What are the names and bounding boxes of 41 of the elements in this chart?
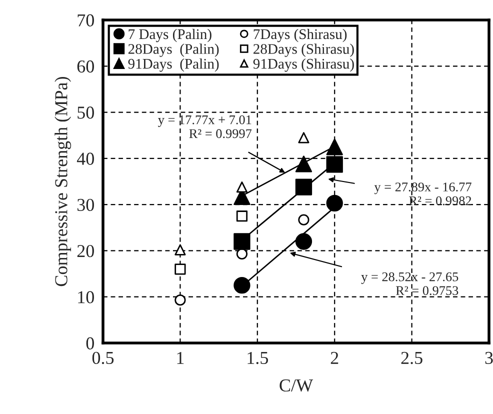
y-axis-title: Compressive Strength (MPa) [54, 76, 72, 286]
point [174, 294, 186, 306]
point [326, 138, 343, 156]
legend-label: 7 Days (Palin) [128, 28, 212, 42]
point [174, 264, 186, 275]
point [298, 132, 310, 144]
x-tick-label: 0.5 [92, 352, 114, 364]
y-tick-label: 70 [78, 14, 94, 26]
point [295, 178, 312, 196]
y-tick-label: 60 [77, 60, 94, 73]
y-tick-label: 20 [77, 244, 94, 258]
x-axis-title: C/W [280, 379, 314, 392]
point [295, 233, 312, 250]
annotation: y = 17.77x + 7.01 R² = 0.9997 [158, 115, 252, 138]
x-tick-label: 1 [177, 352, 184, 364]
annotation: y = 28.52x - 27.65 R² = 0.9753 [361, 272, 458, 296]
legend-label: 28Days (Shirasu) [254, 44, 354, 57]
x-tick-label: 3 [485, 352, 493, 364]
y-tick-label: 10 [78, 291, 94, 304]
point [326, 194, 343, 212]
x-tick-label: 2.5 [401, 352, 422, 364]
point [174, 244, 186, 256]
point [234, 233, 250, 250]
legend-label: 91Days (Shirasu) [253, 58, 354, 72]
annotation: y = 27.89x - 16.77 R² = 0.9982 [374, 182, 472, 206]
point [295, 156, 312, 172]
point [234, 276, 250, 294]
y-tick-label: 40 [76, 152, 94, 165]
point [236, 248, 248, 260]
y-tick-label: 50 [78, 106, 94, 119]
legend-label: 91Days (Palin) [128, 58, 219, 72]
x-tick-label: 2 [330, 352, 338, 364]
point [326, 156, 343, 173]
x-tick-label: 1.5 [248, 352, 268, 364]
point [236, 210, 248, 222]
legend-label: 7Days (Shirasu) [254, 28, 347, 42]
y-tick-label: 30 [77, 198, 94, 212]
point [236, 181, 248, 193]
y-tick-label: 0 [86, 337, 94, 350]
legend-label: 28Days (Palin) [128, 44, 219, 57]
point [298, 214, 310, 226]
